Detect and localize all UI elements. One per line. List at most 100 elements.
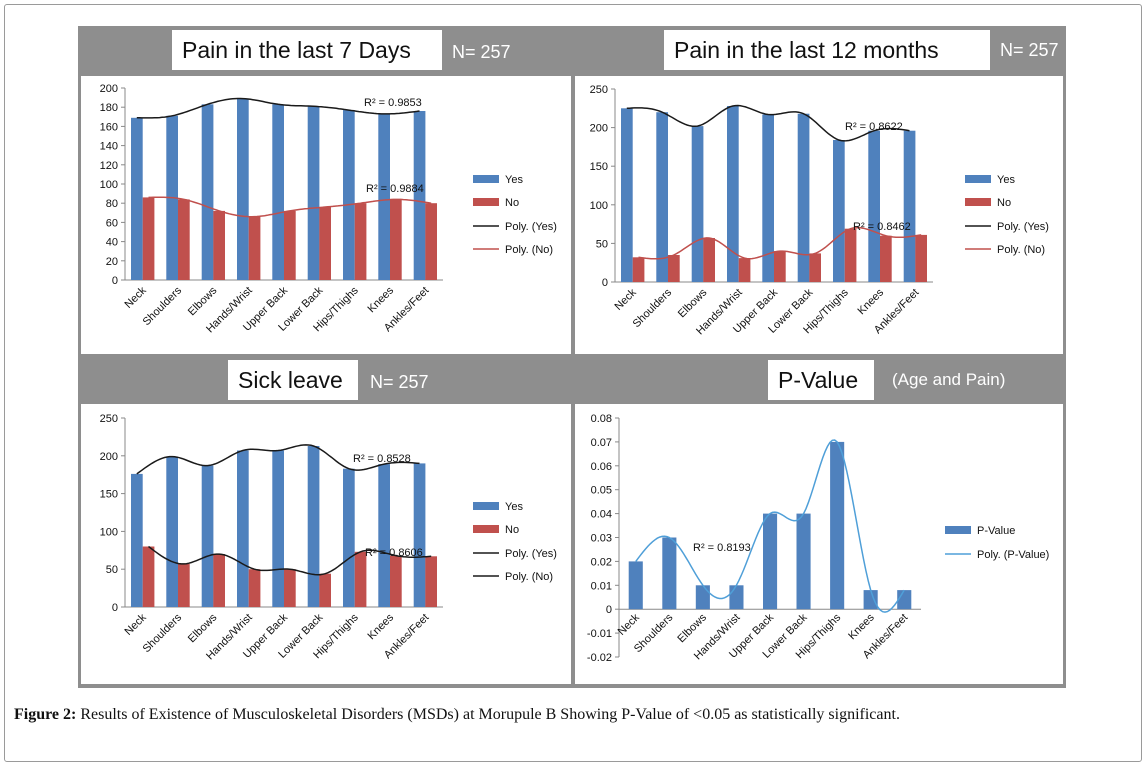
bar-yes — [621, 108, 633, 282]
bar-no — [354, 551, 367, 607]
legend-swatch-yes — [473, 502, 499, 510]
bar-yes — [307, 446, 320, 607]
r-squared-label: R² = 0.9853 — [364, 97, 422, 109]
y-tick-label: 0 — [606, 604, 612, 616]
bar-no — [248, 216, 261, 280]
figure-grid: Pain in the last 7 Days N= 257 Pain in t… — [78, 26, 1066, 688]
bar-yes — [378, 464, 390, 607]
y-tick-label: 0.04 — [591, 509, 612, 521]
y-tick-label: -0.01 — [587, 628, 612, 640]
bar-yes — [201, 465, 214, 607]
bar-yes — [166, 456, 178, 607]
figure-caption: Figure 2: Results of Existence of Muscul… — [14, 706, 1134, 724]
trendline-primary — [626, 104, 910, 142]
y-tick-label: 0.01 — [591, 580, 612, 592]
bar-yes — [343, 110, 355, 280]
trendline-primary — [136, 97, 420, 119]
y-tick-label: 200 — [100, 451, 118, 463]
legend-label: Poly. (Yes) — [505, 221, 557, 233]
figure-frame — [4, 4, 1142, 762]
bar-yes — [131, 473, 143, 607]
bar-no — [880, 235, 892, 282]
legend-label: No — [997, 197, 1011, 209]
sample-size-7days: N= 257 — [452, 42, 511, 62]
bar-yes — [656, 112, 668, 282]
chart-title-sickleave: Sick leave — [228, 360, 358, 400]
legend-swatch-no — [473, 198, 499, 206]
bar-yes — [727, 106, 739, 282]
chart-svg-7days: 0 20 40 60 80 100 120 140 160 180 200 R² = 0.9853 R²… — [100, 83, 557, 335]
trendline-secondary — [148, 196, 432, 218]
bar-no — [703, 238, 715, 282]
bar-yes — [903, 130, 916, 282]
bar-no — [390, 199, 402, 280]
bar-no — [213, 210, 225, 280]
bar-yes — [691, 126, 704, 282]
y-tick-label: 0.02 — [591, 556, 612, 568]
legend-label: Poly. (No) — [997, 244, 1045, 256]
bar-yes — [201, 104, 214, 280]
legend-label: Poly. (P-Value) — [977, 549, 1049, 561]
chart-title-7days: Pain in the last 7 Days — [172, 30, 442, 70]
legend-swatch-yes — [965, 175, 991, 183]
chart-svg-sickleave: 0 50 100 150 200 250 R² = 0.8528 R² = 0.8606 Nec… — [100, 413, 557, 662]
y-tick-label: 60 — [106, 217, 118, 229]
bar-no — [844, 228, 857, 282]
y-tick-label: 0 — [112, 602, 118, 614]
bar-no — [178, 199, 190, 280]
y-tick-label: 250 — [100, 413, 118, 425]
x-category-label: Shoulders — [141, 611, 185, 655]
x-category-label: Knees — [366, 284, 397, 315]
bar-yes — [797, 113, 810, 282]
trendline-primary — [136, 444, 420, 475]
y-tick-label: 0.03 — [591, 533, 612, 545]
y-tick-label: 120 — [100, 160, 118, 172]
legend-label: No — [505, 197, 519, 209]
legend-label: No — [505, 524, 519, 536]
chart-panel-pvalue: -0.02 -0.01 0 0.01 0.02 0.03 0.04 0.05 0.06 0.07 0… — [575, 404, 1063, 684]
chart-svg-pvalue: -0.02 -0.01 0 0.01 0.02 0.03 0.04 0.05 0.06 0.07 0… — [587, 413, 1049, 664]
y-tick-label: 0 — [112, 275, 118, 287]
bar-p-value — [763, 513, 778, 610]
bar-p-value — [662, 537, 677, 610]
y-tick-label: 0.07 — [591, 437, 612, 449]
bar-no — [319, 573, 331, 607]
y-tick-label: 180 — [100, 102, 118, 114]
y-tick-label: 0 — [602, 277, 608, 289]
y-tick-label: -0.02 — [587, 652, 612, 664]
bar-no — [284, 569, 296, 607]
bar-no — [178, 563, 190, 607]
chart-panel-7days: 0 20 40 60 80 100 120 140 160 180 200 R² = 0.9853 R²… — [81, 76, 571, 354]
x-category-label: Neck — [123, 284, 150, 311]
x-category-label: Neck — [123, 611, 150, 638]
x-category-label: Shoulders — [631, 286, 675, 330]
bar-yes — [131, 117, 143, 280]
y-tick-label: 100 — [100, 179, 118, 191]
legend-label: P-Value — [977, 525, 1015, 537]
bar-no — [142, 197, 155, 280]
bar-yes — [237, 450, 249, 607]
bar-no — [390, 555, 402, 607]
bar-yes — [868, 130, 880, 282]
bar-p-value — [729, 585, 744, 610]
x-category-label: Neck — [613, 286, 640, 313]
caption-text: Results of Existence of Musculoskeletal … — [76, 706, 900, 723]
bar-yes — [378, 113, 390, 281]
y-tick-label: 50 — [596, 238, 608, 250]
chart-subtitle-pvalue: (Age and Pain) — [892, 370, 1006, 389]
sample-size-12months: N= 257 — [1000, 40, 1059, 60]
x-category-label: Knees — [846, 611, 877, 642]
bar-no — [284, 210, 296, 280]
bar-p-value — [628, 561, 643, 610]
bar-yes — [413, 111, 426, 280]
bar-yes — [272, 450, 284, 607]
bar-no — [915, 234, 927, 282]
bar-no — [738, 258, 751, 282]
y-tick-label: 80 — [106, 198, 118, 210]
legend-swatch-no — [473, 525, 499, 533]
chart-title-12months: Pain in the last 12 months — [664, 30, 990, 70]
bar-no — [354, 203, 367, 280]
y-tick-label: 50 — [106, 564, 118, 576]
bar-no — [213, 554, 225, 607]
sample-size-sickleave: N= 257 — [370, 372, 429, 392]
